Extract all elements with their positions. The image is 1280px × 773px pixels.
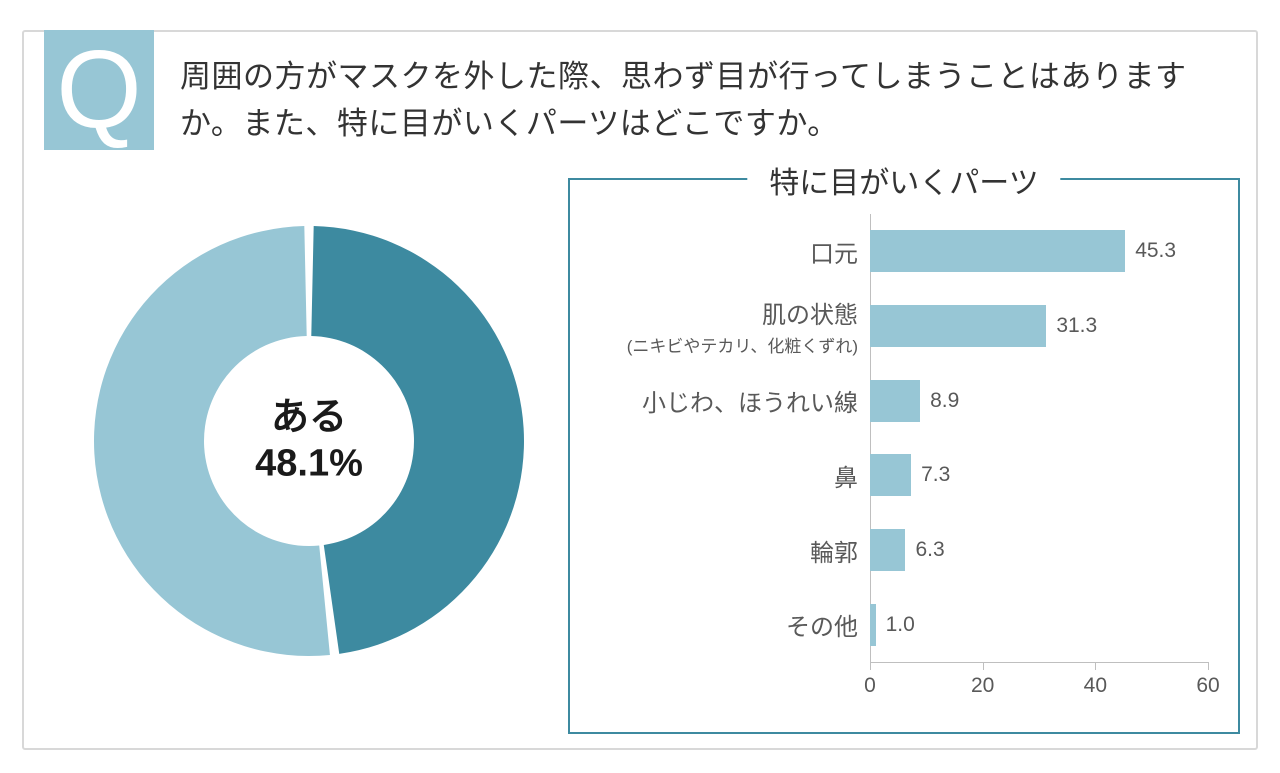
bar-fill [870, 529, 905, 571]
x-tick-label: 0 [864, 674, 876, 698]
bar-track: 7.3 [870, 447, 1208, 503]
x-tick [983, 662, 984, 670]
x-tick [1095, 662, 1096, 670]
bar-track: 31.3 [870, 298, 1208, 354]
bar-row: その他 1.0 [570, 597, 1238, 653]
x-axis: 0204060 [870, 662, 1208, 702]
bar-track: 6.3 [870, 522, 1208, 578]
bar-category-label: 輪郭 [570, 533, 870, 568]
bar-value-label: 6.3 [915, 538, 944, 562]
bar-chart: 0 20 40 60 口元 45.3 肌の状態(ニキビやテカリ、化粧くずれ) 31.3 小じわ… [570, 214, 1238, 724]
bar-track: 8.9 [870, 373, 1208, 429]
donut-center-label: ある 48.1% [255, 395, 363, 486]
x-tick-label: 40 [1084, 674, 1107, 698]
x-tick-label: 60 [1196, 674, 1219, 698]
bar-fill [870, 380, 920, 422]
bar-category-label: 小じわ、ほうれい線 [570, 383, 870, 418]
bar-chart-frame: 特に目がいくパーツ 0204060 口元45.3肌の状態(ニキビやテカリ、化粧く… [568, 178, 1240, 734]
question-text: 周囲の方がマスクを外した際、思わず目が行ってしまうことはありますか。また、特に目… [180, 54, 1230, 147]
x-tick [1208, 662, 1209, 670]
y-axis [870, 214, 871, 662]
bar-row: 小じわ、ほうれい線 8.9 [570, 373, 1238, 429]
bar-category-label: 肌の状態(ニキビやテカリ、化粧くずれ) [570, 295, 870, 357]
bar-category-sublabel: (ニキビやテカリ、化粧くずれ) [570, 332, 858, 357]
bar-value-label: 31.3 [1056, 314, 1097, 338]
question-badge: Q [44, 30, 154, 150]
x-tick-label: 20 [971, 674, 994, 698]
bar-fill [870, 305, 1046, 347]
bar-row: 鼻 7.3 [570, 447, 1238, 503]
bar-chart-title: 特に目がいくパーツ [747, 158, 1060, 202]
donut-chart: ある 48.1% [84, 216, 534, 666]
bar-value-label: 45.3 [1135, 239, 1176, 263]
donut-center-line1: ある [271, 396, 347, 438]
bar-row: 輪郭 6.3 [570, 522, 1238, 578]
bar-fill [870, 604, 876, 646]
bar-value-label: 1.0 [886, 613, 915, 637]
donut-center-line2: 48.1% [255, 442, 363, 484]
bar-value-label: 8.9 [930, 389, 959, 413]
bar-value-label: 7.3 [921, 463, 950, 487]
bar-category-label: その他 [570, 607, 870, 642]
x-axis-line [870, 662, 1208, 663]
bar-track: 1.0 [870, 597, 1208, 653]
bar-fill [870, 230, 1125, 272]
bar-category-label: 口元 [570, 234, 870, 269]
bar-row: 口元 45.3 [570, 223, 1238, 279]
bar-category-label: 鼻 [570, 458, 870, 493]
bar-track: 45.3 [870, 223, 1208, 279]
bar-fill [870, 454, 911, 496]
x-tick [870, 662, 871, 670]
bar-row: 肌の状態(ニキビやテカリ、化粧くずれ) 31.3 [570, 298, 1238, 354]
